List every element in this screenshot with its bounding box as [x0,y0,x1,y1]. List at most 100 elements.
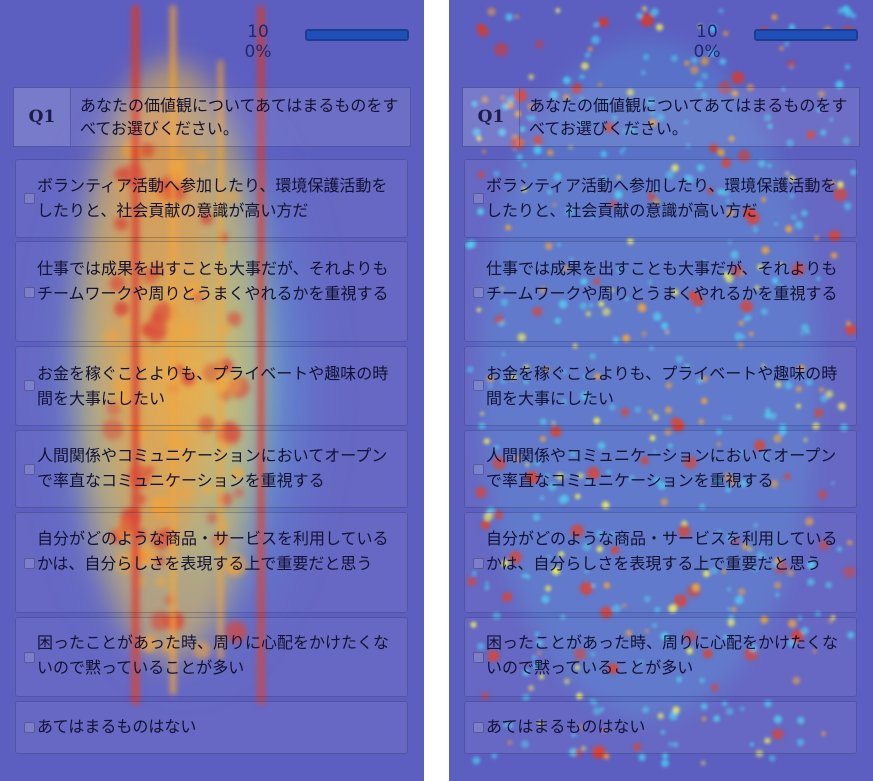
click-dot [638,659,644,666]
click-dot [477,642,485,651]
checkbox[interactable] [473,464,484,475]
click-dot [533,662,541,670]
click-dot [558,495,567,505]
click-dot [699,504,706,510]
click-dot [727,587,732,592]
click-dot [515,14,519,19]
option-3[interactable]: お金を稼ぐことよりも、プライベートや趣味の時間を大事にしたい [15,346,408,426]
click-dot [580,391,589,401]
click-dot [502,592,512,602]
checkbox[interactable] [24,287,35,298]
click-dot [816,276,821,281]
option-2[interactable]: 仕事では成果を出すことも大事だが、それよりもチームワークや周りとうまくやれるかを… [464,241,857,342]
checkbox[interactable] [473,287,484,298]
click-dot [482,149,486,154]
click-dot [656,113,665,122]
option-3[interactable]: お金を稼ぐことよりも、プライベートや趣味の時間を大事にしたい [464,346,857,426]
click-dot [749,331,754,337]
click-dot [716,442,721,447]
click-dot [725,274,734,283]
question-text: あなたの価値観についてあてはまるものをすべてお選びください。 [529,96,848,138]
click-dot [698,418,705,425]
option-1[interactable]: ボランティア活動へ参加したり、環境保護活動をしたりと、社会貢献の意識が高い方だ [464,159,857,238]
click-dot [487,650,500,662]
click-dot [672,419,685,432]
click-dot [572,343,578,349]
checkbox[interactable] [24,193,35,204]
option-1[interactable]: ボランティア活動へ参加したり、環境保護活動をしたりと、社会貢献の意識が高い方だ [15,159,408,238]
click-dot [727,619,735,627]
option-4[interactable]: 人間関係やコミュニケーションにおいてオープンで率直なコミュニケーションを重視する [464,430,857,508]
option-7[interactable]: あてはまるものはない [15,701,408,754]
click-dot [644,595,651,603]
click-dot [722,415,727,420]
click-dot [532,135,543,146]
click-dot [625,297,629,301]
option-7[interactable]: あてはまるものはない [464,701,857,754]
checkbox[interactable] [473,722,484,733]
click-dot [806,379,813,386]
option-label: 困ったことがあった時、周りに心配をかけたくないので黙っていることが多い [486,633,839,677]
click-dot [646,97,655,106]
checkbox[interactable] [24,652,35,663]
click-dot [556,472,564,481]
option-label: あてはまるものはない [37,717,197,736]
click-dot [597,441,606,450]
checkbox[interactable] [24,464,35,475]
click-dot [600,150,607,158]
click-dot [535,639,544,647]
click-dot [648,118,657,127]
checkbox[interactable] [24,380,35,391]
click-dot [485,581,489,585]
checkbox[interactable] [473,380,484,391]
checkbox[interactable] [24,722,35,733]
click-dot [547,189,553,195]
click-dot [835,80,844,89]
option-2[interactable]: 仕事では成果を出すことも大事だが、それよりもチームワークや周りとうまくやれるかを… [15,241,408,342]
click-dot [585,311,591,317]
click-dot [557,242,561,247]
checkbox[interactable] [473,652,484,663]
click-dot [788,24,796,31]
option-4[interactable]: 人間関係やコミュニケーションにおいてオープンで率直なコミュニケーションを重視する [15,430,408,508]
heat-blob [224,553,248,577]
click-dot [612,604,621,613]
click-dot [476,307,481,313]
click-dot [697,164,704,172]
option-5[interactable]: 自分がどのような商品・サービスを利用しているかは、自分らしさを表現する上で重要だ… [464,512,857,613]
option-5[interactable]: 自分がどのような商品・サービスを利用しているかは、自分らしさを表現する上で重要だ… [15,512,408,613]
checkbox[interactable] [473,558,484,569]
option-6[interactable]: 困ったことがあった時、周りに心配をかけたくないので黙っていることが多い [464,617,857,697]
click-dot [612,115,618,121]
click-dot [642,706,649,714]
click-dot [581,62,589,70]
checkbox[interactable] [24,558,35,569]
click-dot [787,569,794,577]
click-dot [787,619,797,628]
click-dot [541,595,550,604]
click-dot [654,477,660,484]
click-dot [510,374,517,381]
click-dot [767,123,773,129]
heat-blob [226,311,242,327]
click-dot [669,711,678,721]
click-dot [637,303,647,313]
click-dot [726,533,734,542]
heat-blob [177,439,188,450]
click-dot [636,12,643,19]
option-label: 自分がどのような商品・サービスを利用しているかは、自分らしさを表現する上で重要だ… [37,529,389,573]
click-dot [652,623,657,628]
click-dot [500,286,504,291]
click-dot [612,336,620,343]
click-dot [544,242,553,250]
click-dot [472,756,481,765]
click-dot [773,715,782,724]
click-dot [649,435,656,441]
click-dot [718,81,732,95]
click-dot [660,632,669,641]
click-dot [726,208,735,217]
option-6[interactable]: 困ったことがあった時、周りに心配をかけたくないので黙っていることが多い [15,617,408,697]
click-dot [551,420,556,425]
checkbox[interactable] [473,193,484,204]
click-dot [483,438,490,445]
